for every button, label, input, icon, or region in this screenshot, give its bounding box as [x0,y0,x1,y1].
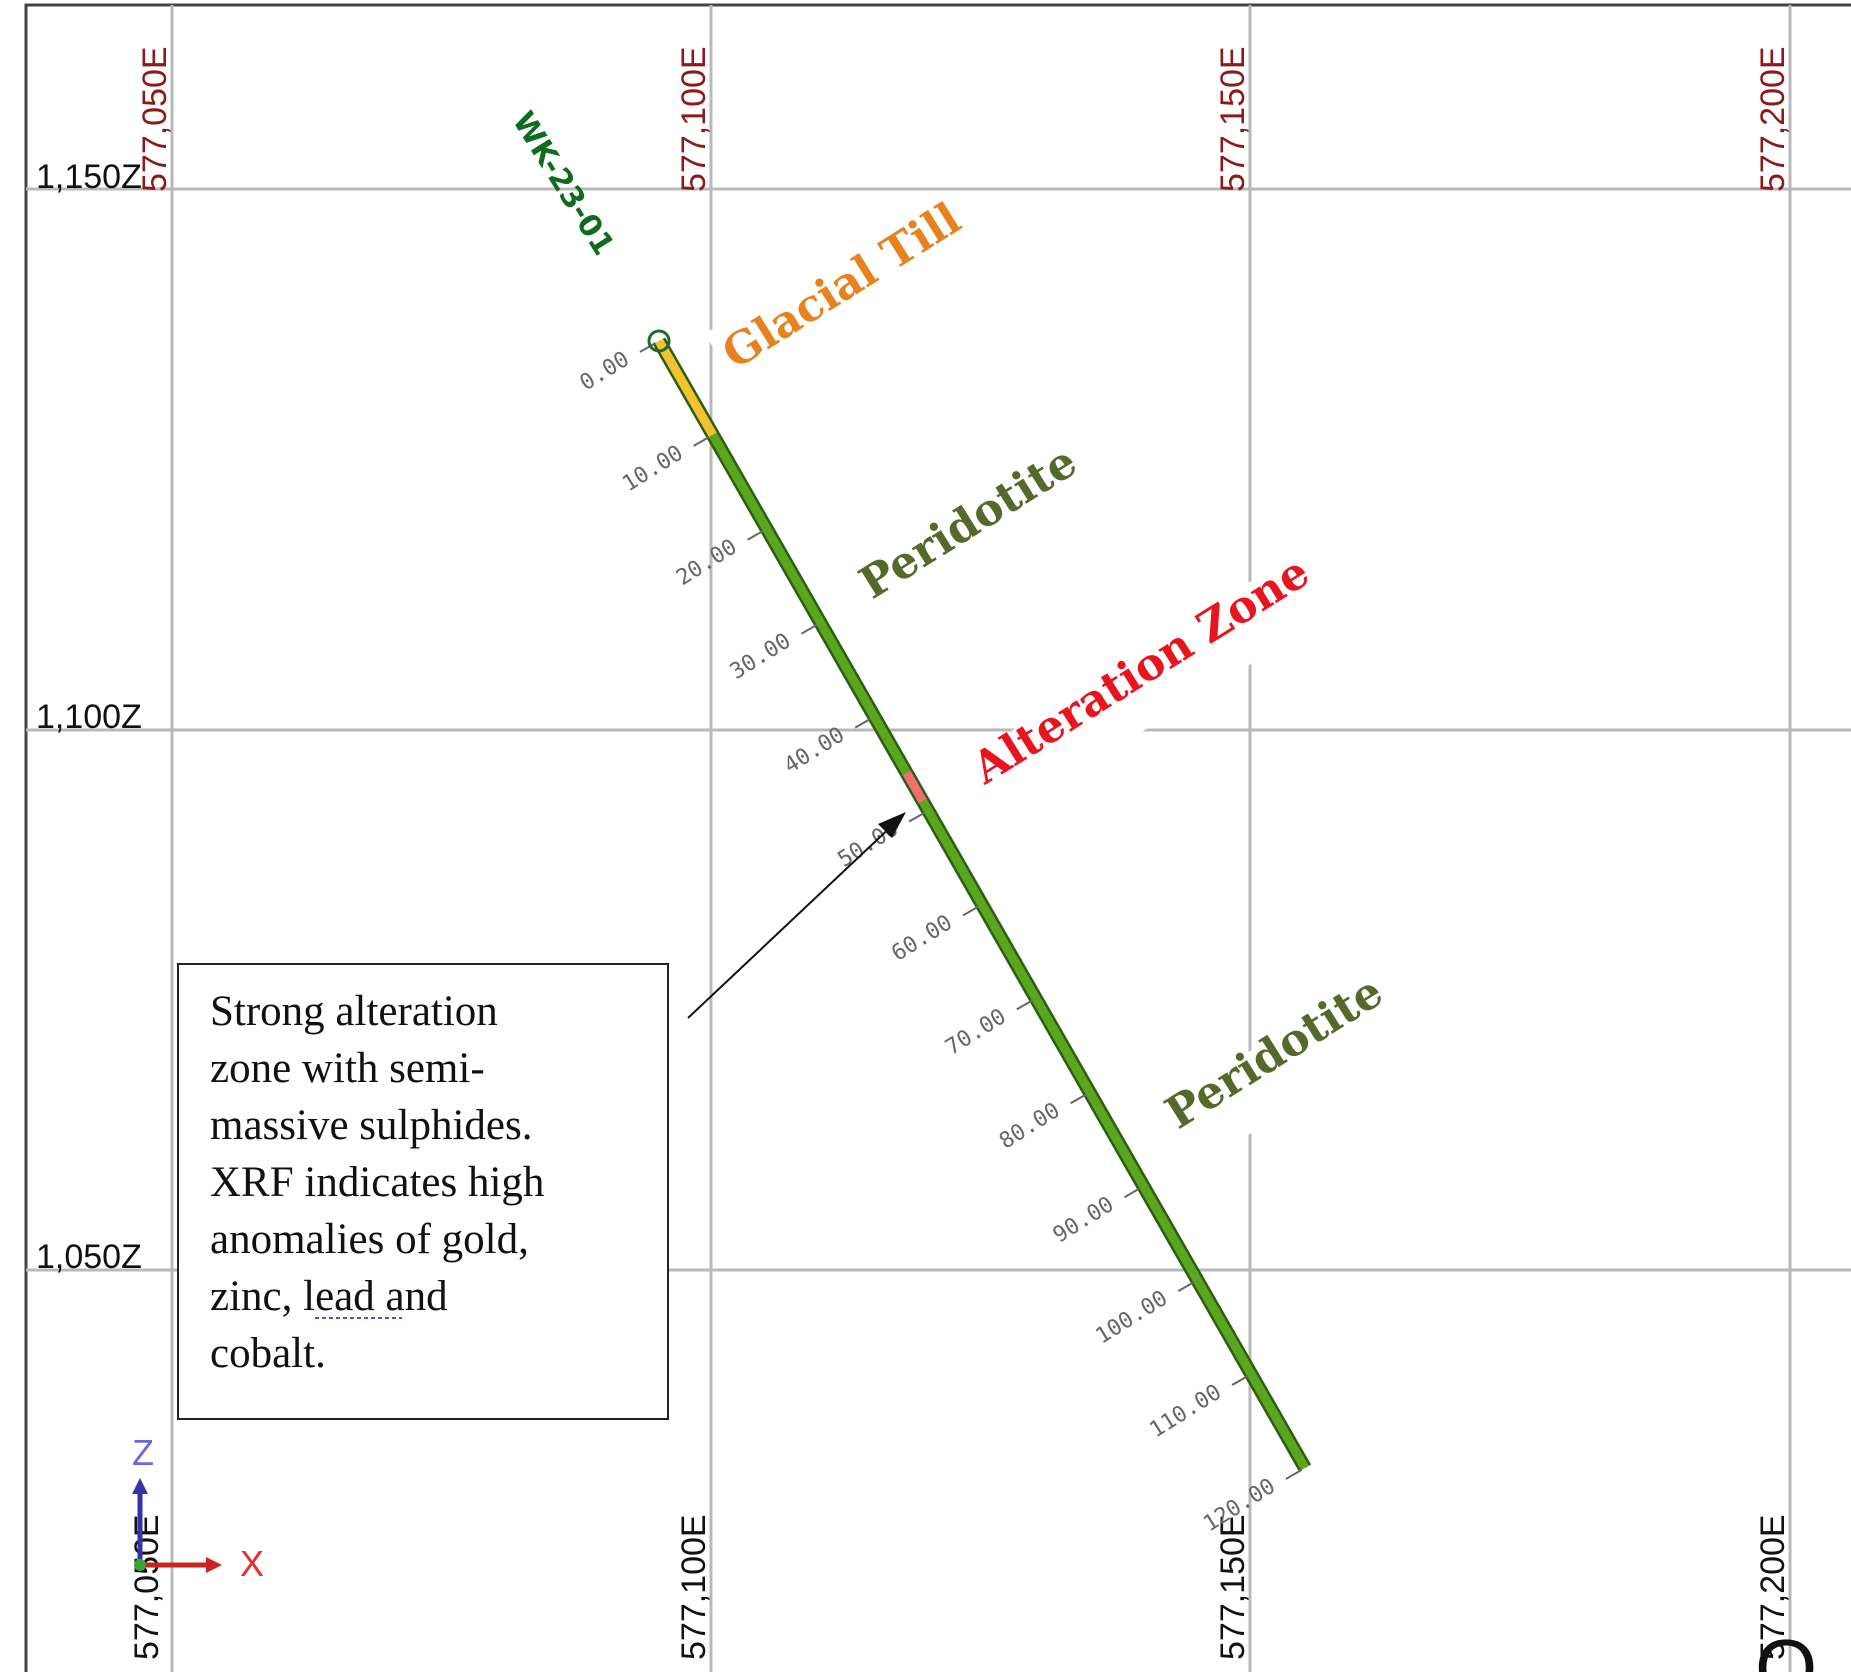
easting-label-bottom-3: 577,150E [1214,1514,1252,1660]
callout-line-6: zinc, lead and [210,1273,448,1320]
depth-tick-10 [693,436,710,447]
elevation-label-2: 1,100Z [36,698,142,736]
depth-tick-40 [854,717,872,729]
hole-interval-2 [708,432,911,776]
depth-tick-90 [1123,1187,1141,1199]
hole-interval-4 [918,798,1309,1471]
depth-tick-120 [1285,1469,1303,1480]
depth-tick-30 [800,623,818,635]
axis-x-label: X [240,1543,264,1584]
drill-hole-trace [652,337,1312,1472]
hole-interval-3 [902,770,927,804]
easting-label-bottom-4: 577,200E [1754,1514,1792,1660]
depth-tick-50 [908,811,926,823]
depth-tick-80 [1070,1093,1087,1105]
easting-label-top-1: 577,050E [136,46,174,192]
depth-tick-60 [962,905,980,917]
callout-line-1: Strong alteration [210,988,498,1035]
depth-tick-70 [1016,999,1033,1011]
callout-line-7: cobalt. [210,1330,326,1377]
depth-tick-100 [1177,1281,1195,1292]
collar-marker [647,329,671,353]
depth-tick-110 [1231,1375,1249,1386]
callout-border [177,963,669,1420]
callout-arrow [687,812,906,1019]
cropped-corner-glyph: O [1755,1623,1817,1672]
callout-line-2: zone with semi- [210,1045,485,1092]
depth-tick-20 [747,529,764,541]
easting-label-top-4: 577,200E [1754,46,1792,192]
depth-tick-0 [639,342,657,353]
callout-line-3: massive sulphides. [210,1102,532,1149]
callout-line-5: anomalies of gold, [210,1216,529,1263]
easting-label-bottom-2: 577,100E [675,1514,713,1660]
hole-interval-1 [655,338,717,438]
easting-label-bottom-1: 577,050E [128,1514,166,1660]
elevation-label-3: 1,050Z [36,1238,142,1276]
elevation-label-1: 1,150Z [36,158,142,196]
easting-label-top-2: 577,100E [675,46,713,192]
callout-box: Strong alteration zone with semi- massiv… [177,963,669,1420]
axis-indicator: Z X [132,1432,264,1584]
callout-line-4: XRF indicates high [210,1159,544,1206]
axis-z-label: Z [132,1432,154,1473]
easting-label-top-3: 577,150E [1214,46,1252,192]
